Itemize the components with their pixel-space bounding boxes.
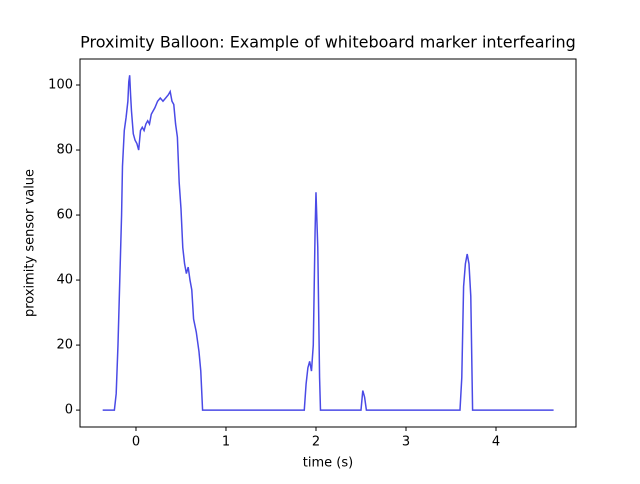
y-tick-label: 60 — [56, 208, 73, 223]
y-tick-label: 20 — [56, 338, 73, 353]
y-tick-label: 80 — [56, 143, 73, 158]
x-tick-label: 0 — [132, 435, 140, 450]
y-tick-label: 40 — [56, 273, 73, 288]
x-tick-label: 1 — [222, 435, 230, 450]
x-tick-label: 4 — [492, 435, 500, 450]
plot-frame — [79, 58, 577, 428]
chart-title: Proximity Balloon: Example of whiteboard… — [80, 33, 576, 52]
x-tick-label: 3 — [402, 435, 410, 450]
y-tick-label: 0 — [65, 403, 73, 418]
x-axis-label: time (s) — [303, 456, 353, 471]
y-tick-label: 100 — [48, 78, 73, 93]
line-series — [102, 75, 554, 411]
y-axis-label: proximity sensor value — [23, 169, 38, 317]
x-tick-label: 2 — [312, 435, 320, 450]
